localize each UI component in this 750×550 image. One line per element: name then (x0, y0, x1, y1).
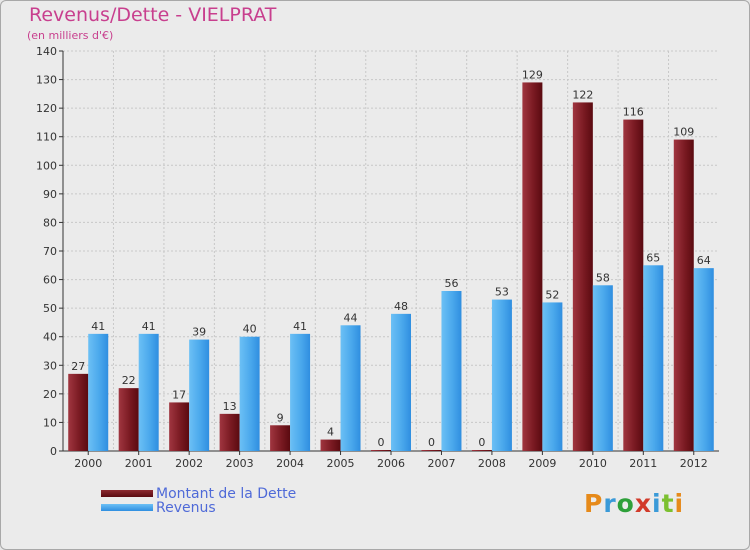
bar-dette (522, 82, 543, 451)
bar-revenus (643, 265, 664, 451)
value-label: 122 (572, 88, 593, 101)
bars (68, 82, 714, 452)
bar-revenus (693, 268, 714, 451)
y-tick-label: 130 (36, 74, 57, 87)
y-tick-label: 100 (36, 159, 57, 172)
bar-revenus (88, 333, 109, 451)
bar-revenus (592, 285, 613, 451)
value-label: 22 (122, 374, 136, 387)
value-label: 41 (142, 320, 156, 333)
y-tick-label: 110 (36, 131, 57, 144)
y-tick-label: 30 (43, 359, 57, 372)
bar-revenus (491, 299, 512, 451)
x-tick-label: 2003 (226, 457, 254, 470)
bar-dette (572, 102, 593, 451)
logo-letter: o (616, 489, 635, 518)
y-tick-label: 70 (43, 245, 57, 258)
x-tick-label: 2005 (327, 457, 355, 470)
value-label: 4 (327, 426, 334, 439)
legend-label-revenus: Revenus (156, 500, 216, 516)
bar-revenus (138, 333, 159, 451)
y-tick-label: 10 (43, 416, 57, 429)
y-tick-label: 120 (36, 102, 57, 115)
value-label: 27 (71, 360, 85, 373)
x-tick-label: 2002 (175, 457, 203, 470)
value-label: 109 (673, 126, 694, 139)
value-label: 64 (697, 254, 711, 267)
y-tick-label: 140 (36, 45, 57, 58)
logo-letter: r (603, 489, 617, 518)
bar-dette (270, 425, 291, 451)
value-label: 116 (623, 106, 644, 119)
bar-revenus (340, 325, 361, 451)
bar-dette (371, 450, 391, 451)
value-label: 129 (522, 68, 543, 81)
bar-dette (169, 402, 190, 451)
bar-revenus (189, 339, 210, 451)
value-label: 41 (91, 320, 105, 333)
x-tick-label: 2001 (125, 457, 153, 470)
value-label: 17 (172, 388, 186, 401)
bar-dette (219, 413, 240, 451)
bar-dette (623, 119, 644, 452)
logo-letter: i (674, 489, 685, 518)
value-label: 41 (293, 320, 307, 333)
chart-subtitle: (en milliers d'€) (27, 29, 114, 42)
y-tick-label: 0 (50, 445, 57, 458)
logo-letter: i (652, 489, 662, 518)
x-tick-label: 2006 (377, 457, 405, 470)
x-tick-label: 2007 (427, 457, 455, 470)
value-label: 48 (394, 300, 408, 313)
y-tick-label: 80 (43, 216, 57, 229)
y-tick-label: 40 (43, 331, 57, 344)
value-label: 9 (277, 411, 284, 424)
value-label: 53 (495, 286, 509, 299)
bar-dette (471, 450, 492, 451)
value-label: 0 (428, 436, 435, 449)
legend-label-dette: Montant de la Dette (156, 486, 297, 502)
value-label: 44 (344, 311, 358, 324)
x-tick-label: 2012 (680, 457, 708, 470)
y-tick-label: 60 (43, 274, 57, 287)
y-tick-label: 20 (43, 388, 57, 401)
bar-revenus (290, 333, 311, 451)
value-label: 58 (596, 271, 610, 284)
logo-letter: P (584, 489, 604, 518)
x-tick-label: 2010 (579, 457, 607, 470)
x-tick-label: 2009 (528, 457, 556, 470)
bar-dette (68, 373, 89, 451)
bar-dette (320, 439, 341, 451)
bar-dette (421, 450, 442, 451)
logo-letter: x (634, 489, 652, 518)
x-tick-label: 2011 (629, 457, 657, 470)
value-label: 0 (478, 436, 485, 449)
value-label: 0 (378, 436, 385, 449)
value-label: 56 (444, 277, 458, 290)
bar-dette (673, 139, 694, 452)
x-tick-label: 2004 (276, 457, 304, 470)
legend-swatch-revenus (101, 504, 153, 511)
y-tick-label: 90 (43, 188, 57, 201)
bar-revenus (441, 291, 462, 451)
value-labels: 2741224117391340941444048056053129521225… (71, 68, 711, 449)
legend-swatch-dette (101, 490, 153, 497)
value-label: 39 (192, 326, 206, 339)
chart-title: Revenus/Dette - VIELPRAT (29, 4, 277, 26)
x-tick-label: 2008 (478, 457, 506, 470)
value-label: 13 (223, 400, 237, 413)
y-tick-label: 50 (43, 302, 57, 315)
bar-dette (118, 388, 139, 451)
value-label: 52 (545, 288, 559, 301)
value-label: 40 (243, 323, 257, 336)
bar-revenus (391, 313, 411, 451)
bar-revenus (542, 302, 563, 451)
bar-revenus (239, 336, 260, 451)
logo-letter: t (661, 489, 675, 518)
value-label: 65 (646, 251, 660, 264)
x-tick-label: 2000 (74, 457, 102, 470)
proxiti-logo: Proxiti (584, 489, 684, 518)
